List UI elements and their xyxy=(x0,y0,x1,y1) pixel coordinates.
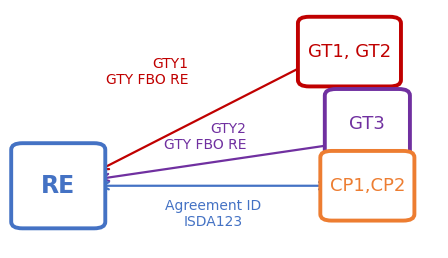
Text: GTY1
GTY FBO RE: GTY1 GTY FBO RE xyxy=(106,57,188,87)
FancyBboxPatch shape xyxy=(298,17,401,86)
Text: RE: RE xyxy=(41,174,75,198)
Text: GT1, GT2: GT1, GT2 xyxy=(308,43,391,61)
Text: GT3: GT3 xyxy=(349,115,385,133)
Text: GTY2
GTY FBO RE: GTY2 GTY FBO RE xyxy=(164,122,246,152)
FancyBboxPatch shape xyxy=(11,143,105,228)
FancyBboxPatch shape xyxy=(325,89,410,159)
FancyBboxPatch shape xyxy=(320,151,414,221)
Text: CP1,CP2: CP1,CP2 xyxy=(330,177,405,195)
Text: Agreement ID
ISDA123: Agreement ID ISDA123 xyxy=(165,199,261,229)
